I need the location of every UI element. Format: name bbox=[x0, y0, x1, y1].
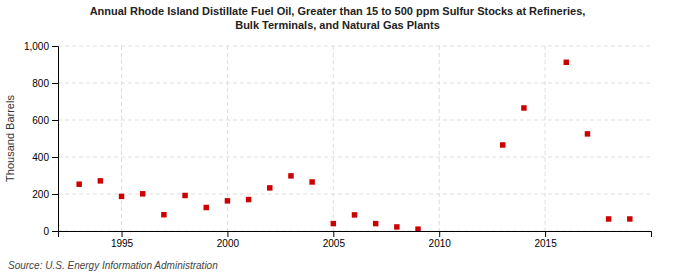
point bbox=[627, 216, 632, 221]
point bbox=[352, 212, 357, 217]
grid-line bbox=[545, 46, 546, 231]
y-tick-mark bbox=[52, 83, 58, 84]
point bbox=[606, 216, 611, 221]
grid-line bbox=[439, 46, 440, 231]
x-tick: 2015 bbox=[534, 231, 557, 249]
y-tick-label: 200 bbox=[32, 189, 49, 200]
y-tick-label: 600 bbox=[32, 115, 49, 126]
y-tick-label: 0 bbox=[43, 226, 49, 237]
y-tick: 0 bbox=[43, 226, 58, 237]
grid bbox=[58, 46, 651, 231]
grid-line bbox=[333, 46, 334, 231]
y-tick: 1,000 bbox=[24, 41, 58, 52]
grid-line bbox=[58, 194, 651, 195]
y-tick-mark bbox=[52, 46, 58, 47]
x-tick-mark bbox=[122, 231, 123, 237]
x-axis: 1995 2000 2005 2010 2015 bbox=[59, 231, 652, 249]
grid-line bbox=[58, 120, 651, 121]
x-tick-label: 2005 bbox=[323, 238, 346, 249]
point bbox=[98, 178, 103, 183]
x-tick-label: 2000 bbox=[217, 238, 240, 249]
point bbox=[267, 185, 272, 190]
point bbox=[331, 221, 336, 226]
grid-line bbox=[58, 46, 651, 47]
y-tick: 800 bbox=[32, 78, 58, 89]
point bbox=[564, 60, 569, 65]
point bbox=[76, 181, 81, 186]
y-tick: 400 bbox=[32, 152, 58, 163]
y-tick-mark bbox=[52, 231, 58, 232]
y-axis: 0 200 400 600 800 1,000 bbox=[24, 41, 59, 237]
chart: Annual Rhode Island Distillate Fuel Oil,… bbox=[0, 0, 675, 275]
y-tick-mark bbox=[52, 157, 58, 158]
y-axis-line bbox=[52, 47, 59, 232]
title: Annual Rhode Island Distillate Fuel Oil,… bbox=[90, 5, 586, 31]
x-tick: 2000 bbox=[217, 231, 240, 249]
x-tick-mark bbox=[545, 231, 546, 237]
x-tick-label: 2010 bbox=[429, 238, 452, 249]
x-tick-mark bbox=[333, 231, 334, 237]
point bbox=[119, 194, 124, 199]
x-tick: 2005 bbox=[323, 231, 346, 249]
y-tick: 200 bbox=[32, 189, 58, 200]
x-axis-line bbox=[59, 232, 652, 238]
x-tick-label: 1995 bbox=[111, 238, 134, 249]
point bbox=[225, 198, 230, 203]
point bbox=[182, 193, 187, 198]
y-tick-mark bbox=[52, 194, 58, 195]
x-tick-mark bbox=[227, 231, 228, 237]
y-axis-label: Thousand Barrels bbox=[4, 95, 16, 182]
point bbox=[309, 179, 314, 184]
y-tick-label: 1,000 bbox=[24, 41, 49, 52]
point bbox=[500, 142, 505, 147]
y-tick-mark bbox=[52, 120, 58, 121]
y-tick-label: 400 bbox=[32, 152, 49, 163]
y-tick: 600 bbox=[32, 115, 58, 126]
point bbox=[140, 191, 145, 196]
points bbox=[76, 60, 632, 231]
plot: 1995 2000 2005 2010 2015 0 200 400 600 800 1,000 bbox=[24, 41, 652, 249]
grid-line bbox=[121, 46, 122, 231]
x-tick-mark bbox=[439, 231, 440, 237]
y-tick-label: 800 bbox=[32, 78, 49, 89]
point bbox=[394, 224, 399, 229]
x-tick: 2010 bbox=[429, 231, 452, 249]
point bbox=[204, 205, 209, 210]
x-tick: 1995 bbox=[111, 231, 134, 249]
point bbox=[585, 131, 590, 136]
grid-line bbox=[58, 157, 651, 158]
point bbox=[521, 105, 526, 110]
point bbox=[288, 173, 293, 178]
point bbox=[161, 212, 166, 217]
x-tick-label: 2015 bbox=[534, 238, 557, 249]
point bbox=[373, 221, 378, 226]
grid-line bbox=[58, 83, 651, 84]
source: Source: U.S. Energy Information Administ… bbox=[8, 260, 218, 271]
point bbox=[246, 197, 251, 202]
point bbox=[415, 226, 420, 231]
